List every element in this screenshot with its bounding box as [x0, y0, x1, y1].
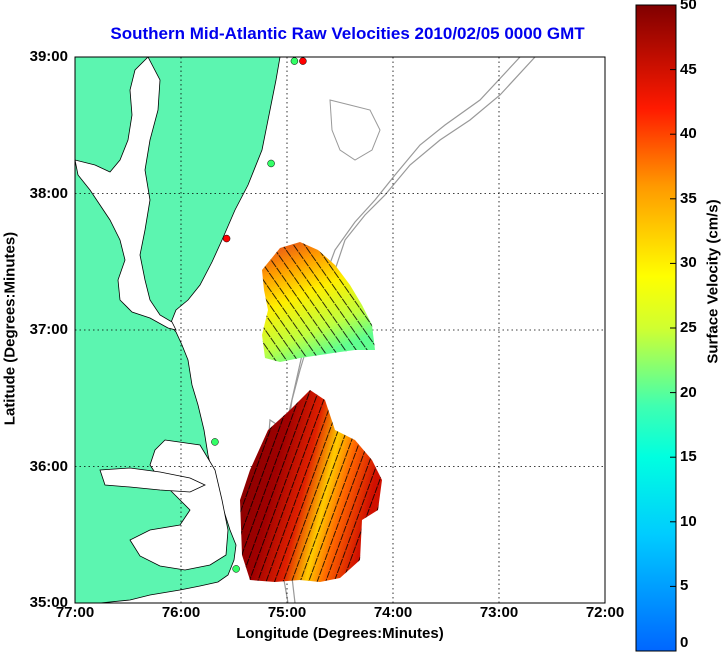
bathymetry-contour — [329, 99, 381, 161]
map-title: Southern Mid-Atlantic Raw Velocities 201… — [110, 24, 585, 43]
station-marker — [222, 234, 231, 243]
y-tick-label: 38:00 — [29, 184, 68, 202]
station-marker — [267, 159, 275, 168]
station-marker — [211, 438, 219, 446]
colorbar — [635, 4, 677, 652]
y-tick-label: 36:00 — [29, 457, 68, 475]
colorbar-tick-label: 30 — [680, 254, 697, 272]
colorbar-tick-label: 5 — [680, 577, 689, 595]
x-tick-label: 73:00 — [479, 604, 519, 621]
x-tick-label: 76:00 — [161, 604, 201, 621]
colorbar-ticks — [670, 4, 676, 652]
x-tick-label: 75:00 — [267, 604, 307, 621]
colorbar-tick-label: 20 — [680, 383, 697, 401]
colorbar-tick-label: 50 — [680, 0, 697, 13]
colorbar-tick-label: 10 — [680, 512, 697, 530]
x-tick-label: 77:00 — [55, 604, 95, 621]
colorbar-tick-label: 35 — [680, 189, 697, 207]
colorbar-tick-label: 40 — [680, 125, 697, 143]
colorbar-tick-label: 45 — [680, 60, 697, 78]
colorbar-tick-label: 25 — [680, 319, 697, 336]
velocity-field-south — [240, 390, 382, 582]
y-tick-label: 37:00 — [29, 321, 68, 338]
velocity-field-north — [262, 242, 375, 362]
albemarle-sound — [99, 467, 206, 493]
y-tick-label: 39:00 — [29, 48, 68, 65]
colorbar-tick-label: 15 — [680, 448, 697, 466]
x-axis-label: Longitude (Degrees:Minutes) — [236, 625, 444, 642]
station-marker — [290, 57, 299, 65]
y-tick-label: 35:00 — [29, 594, 68, 611]
x-tick-label: 74:00 — [373, 604, 413, 621]
plot-frame — [74, 56, 606, 604]
radar-stations — [211, 57, 307, 573]
colorbar-label: Surface Velocity (cm/s) — [704, 199, 722, 364]
station-marker — [232, 565, 240, 573]
colorbar-tick-label: 0 — [680, 634, 689, 651]
station-marker — [299, 57, 307, 65]
x-tick-label: 72:00 — [585, 604, 625, 621]
